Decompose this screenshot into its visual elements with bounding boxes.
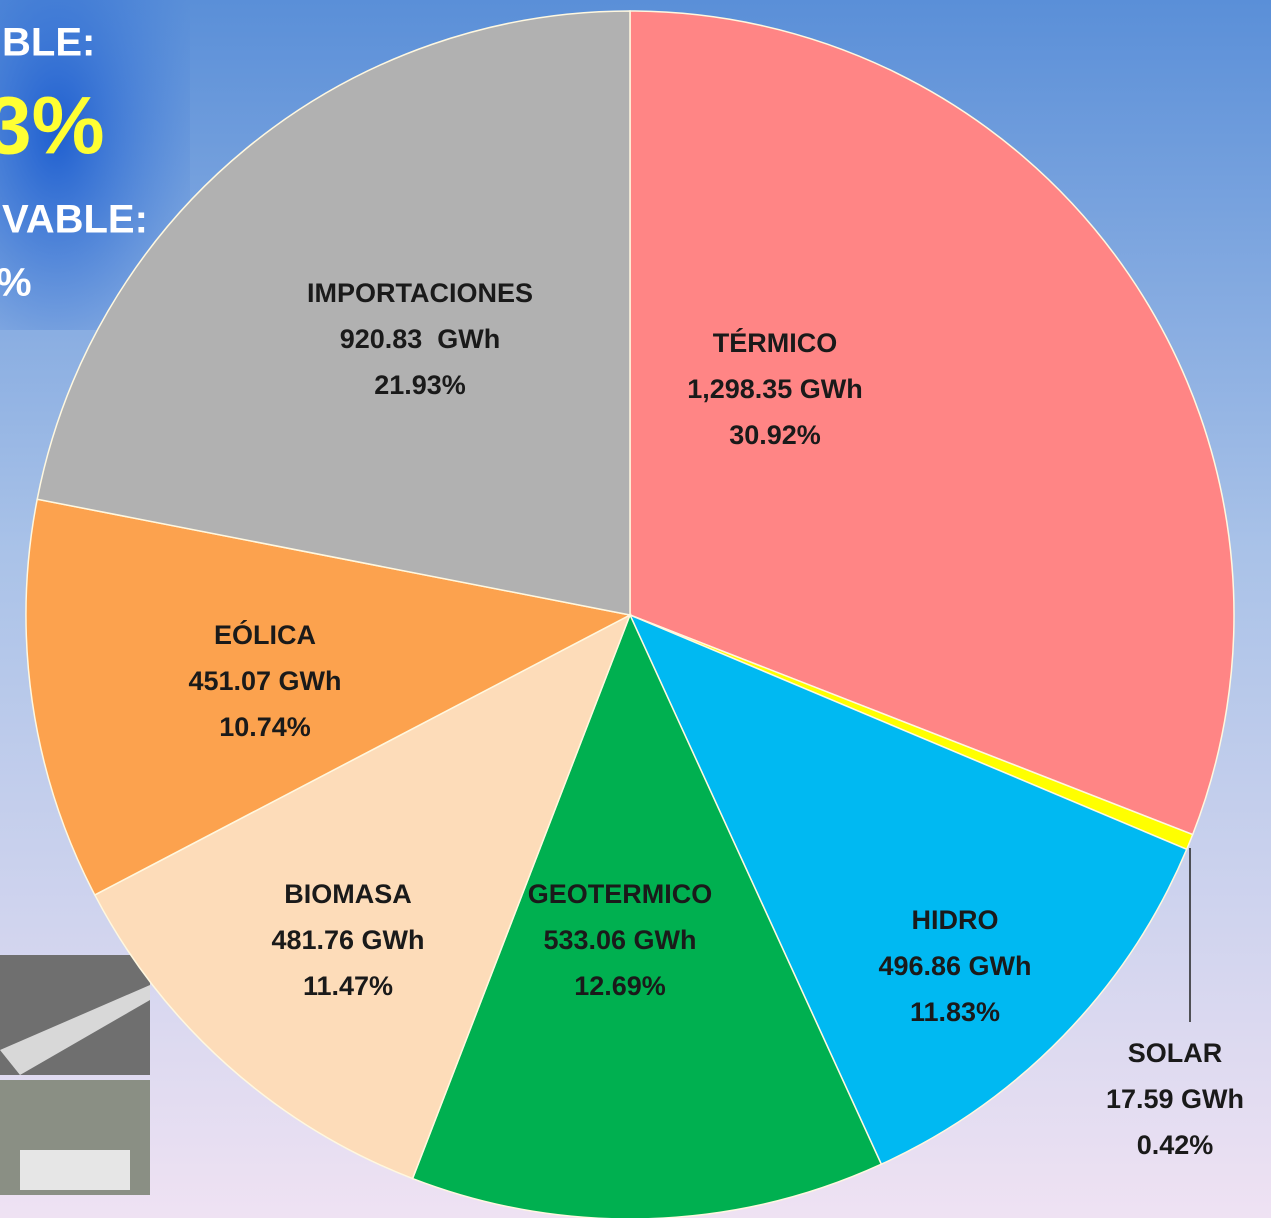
value-label: 0.42% bbox=[1137, 1130, 1214, 1160]
value-label: 30.92% bbox=[729, 420, 821, 450]
energy-label: 533.06 GWh bbox=[543, 925, 696, 955]
annotation: VABLE: bbox=[2, 198, 148, 242]
value-label: 11.83% bbox=[910, 997, 1000, 1027]
value-label: 12.69% bbox=[574, 971, 666, 1001]
annotation: 3% bbox=[0, 81, 105, 172]
value-label: 21.93% bbox=[374, 370, 466, 400]
pie-slice bbox=[93, 613, 632, 1180]
value-label: 10.74% bbox=[219, 712, 311, 742]
slice-name: TÉRMICO bbox=[713, 327, 838, 358]
pie-slice bbox=[25, 498, 633, 896]
slice-name: BIOMASA bbox=[284, 879, 412, 909]
slice-name: GEOTERMICO bbox=[528, 879, 713, 909]
pie-slice bbox=[36, 10, 631, 616]
annotation: % bbox=[0, 261, 32, 305]
slice-name: HIDRO bbox=[912, 905, 999, 935]
energy-label: 17.59 GWh bbox=[1106, 1084, 1244, 1114]
pie-slice bbox=[628, 613, 1188, 1166]
slice-name: EÓLICA bbox=[214, 619, 316, 650]
energy-label: 1,298.35 GWh bbox=[687, 374, 863, 404]
slice-name: IMPORTACIONES bbox=[307, 278, 533, 308]
energy-label: 451.07 GWh bbox=[188, 666, 341, 696]
energy-label: 920.83 GWh bbox=[340, 324, 501, 354]
energy-label: 481.76 GWh bbox=[271, 925, 424, 955]
pie-slice bbox=[629, 10, 1235, 836]
annotation: BLE: bbox=[2, 21, 95, 65]
value-label: 11.47% bbox=[303, 971, 393, 1001]
slice-name: SOLAR bbox=[1128, 1038, 1223, 1068]
photo bbox=[0, 955, 150, 1195]
energy-label: 496.86 GWh bbox=[878, 951, 1031, 981]
